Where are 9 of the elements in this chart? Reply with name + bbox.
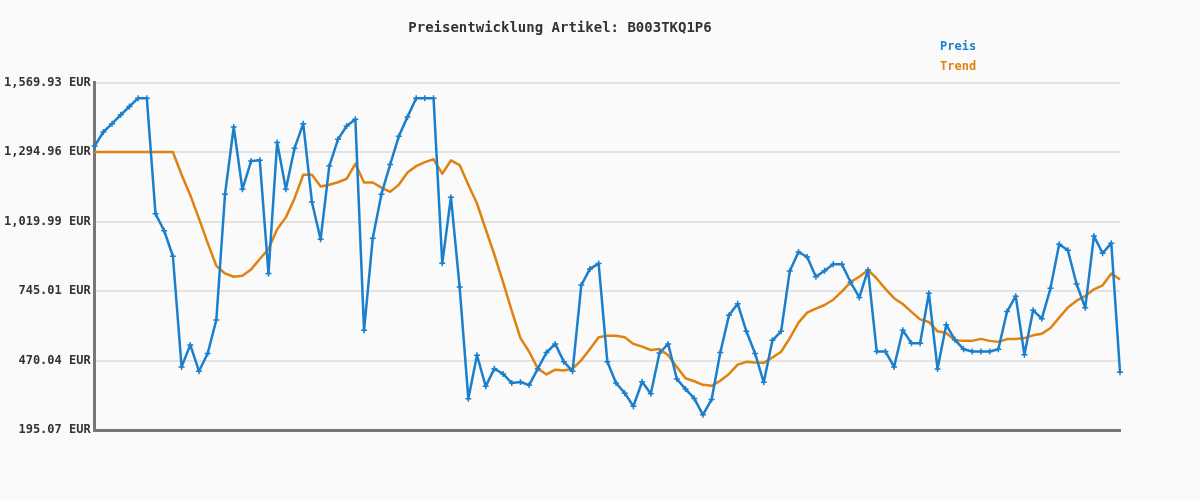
chart-title: Preisentwicklung Artikel: B003TKQ1P6 [408,19,712,36]
y-tick-label: 470.04 EUR [18,352,92,367]
y-tick-label: 1,294.96 EUR [3,144,92,159]
y-tick-label: 195.07 EUR [18,422,92,437]
y-tick-label: 745.01 EUR [18,283,92,298]
y-tick-label: 1,019.99 EUR [3,213,92,228]
y-tick-label: 1,569.93 EUR [3,74,92,89]
text: Trend [940,59,977,74]
text: Preis [940,39,977,54]
